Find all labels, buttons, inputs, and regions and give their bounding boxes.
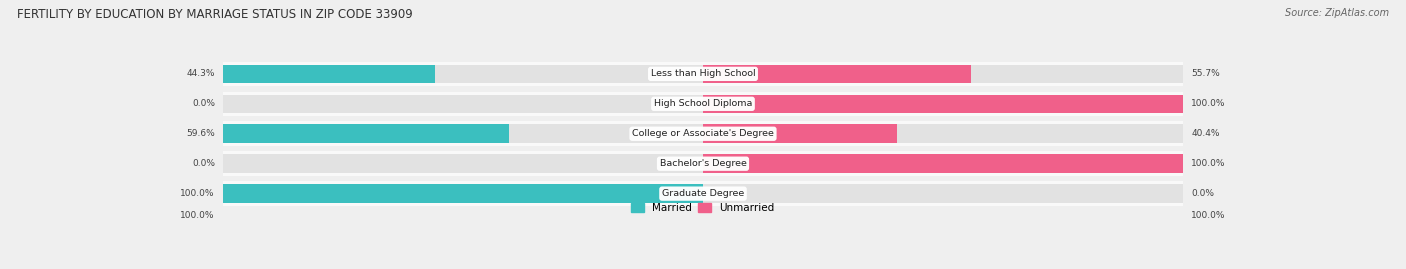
Bar xyxy=(703,154,1184,173)
Text: 0.0%: 0.0% xyxy=(1191,189,1213,198)
Text: 100.0%: 100.0% xyxy=(1191,99,1226,108)
Text: 100.0%: 100.0% xyxy=(1191,211,1226,220)
Text: 44.3%: 44.3% xyxy=(187,69,215,78)
Text: 40.4%: 40.4% xyxy=(1191,129,1219,138)
Bar xyxy=(703,65,1184,83)
Text: College or Associate's Degree: College or Associate's Degree xyxy=(633,129,773,138)
Text: Bachelor's Degree: Bachelor's Degree xyxy=(659,159,747,168)
Bar xyxy=(222,151,1184,176)
Text: 100.0%: 100.0% xyxy=(1191,159,1226,168)
Text: Less than High School: Less than High School xyxy=(651,69,755,78)
Bar xyxy=(703,125,1184,143)
Text: Source: ZipAtlas.com: Source: ZipAtlas.com xyxy=(1285,8,1389,18)
Bar xyxy=(222,184,703,203)
Bar xyxy=(703,65,970,83)
Text: 100.0%: 100.0% xyxy=(180,189,215,198)
Bar xyxy=(703,125,897,143)
Text: 100.0%: 100.0% xyxy=(180,211,215,220)
Bar xyxy=(703,94,1184,113)
Bar xyxy=(703,94,1184,113)
Bar xyxy=(222,154,703,173)
Bar xyxy=(222,65,436,83)
Bar xyxy=(222,122,1184,146)
Bar xyxy=(222,181,1184,206)
Bar xyxy=(222,125,703,143)
Bar xyxy=(222,184,703,203)
Legend: Married, Unmarried: Married, Unmarried xyxy=(627,199,779,217)
Text: 0.0%: 0.0% xyxy=(193,99,215,108)
Bar xyxy=(222,125,509,143)
Text: High School Diploma: High School Diploma xyxy=(654,99,752,108)
Bar xyxy=(222,62,1184,86)
Text: 55.7%: 55.7% xyxy=(1191,69,1220,78)
Text: FERTILITY BY EDUCATION BY MARRIAGE STATUS IN ZIP CODE 33909: FERTILITY BY EDUCATION BY MARRIAGE STATU… xyxy=(17,8,412,21)
Bar xyxy=(222,91,1184,116)
Bar xyxy=(703,154,1184,173)
Text: 59.6%: 59.6% xyxy=(186,129,215,138)
Bar xyxy=(222,94,703,113)
Bar xyxy=(703,184,1184,203)
Text: 0.0%: 0.0% xyxy=(193,159,215,168)
Text: Graduate Degree: Graduate Degree xyxy=(662,189,744,198)
Bar xyxy=(222,65,703,83)
